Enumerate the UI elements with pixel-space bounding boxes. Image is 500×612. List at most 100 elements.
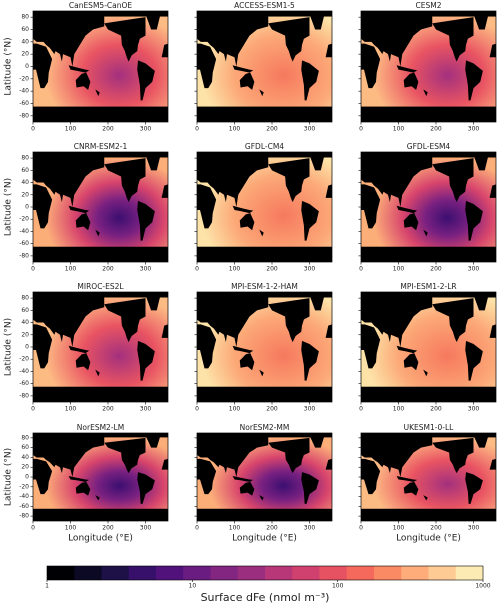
- y-tick-label: 0: [25, 474, 29, 481]
- x-tick-label: 300: [140, 126, 152, 133]
- map-panel: [33, 433, 168, 521]
- x-tick-label: 200: [102, 525, 114, 532]
- panel-title: MIROC-ES2L: [77, 282, 124, 291]
- colorbar-label: Surface dFe (nmol m⁻³): [201, 591, 330, 604]
- x-tick-label: 0: [31, 406, 35, 413]
- map-panel: [33, 11, 168, 122]
- x-tick-label: 200: [430, 126, 442, 133]
- y-axis-label: Latitude (°N): [4, 178, 14, 236]
- y-tick-label: -60: [19, 240, 29, 247]
- x-tick-label: 100: [65, 126, 77, 133]
- y-tick-label: -20: [19, 75, 29, 82]
- panel-title: ACCESS-ESM1-5: [234, 1, 295, 10]
- panel-title: GFDL-CM4: [245, 142, 284, 151]
- x-tick-label: 100: [65, 266, 77, 273]
- colorbar-segment: [346, 566, 375, 580]
- x-tick-label: 0: [31, 525, 35, 532]
- x-tick-label: 0: [359, 266, 363, 273]
- panel-title: MPI-ESM1-2-LR: [400, 282, 456, 291]
- map-panel: [361, 433, 496, 521]
- y-tick-label: 40: [21, 319, 29, 326]
- x-tick-label: 0: [31, 126, 35, 133]
- x-tick-label: 0: [31, 266, 35, 273]
- x-tick-label: 100: [65, 406, 77, 413]
- y-tick-label: -40: [19, 88, 29, 95]
- x-tick-label: 300: [304, 266, 316, 273]
- colorbar-segment: [374, 566, 402, 580]
- y-tick-label: 0: [25, 204, 29, 211]
- x-tick-label: 0: [195, 406, 199, 413]
- map-panel: [33, 292, 168, 402]
- y-tick-label: -60: [19, 503, 29, 510]
- x-tick-label: 0: [359, 406, 363, 413]
- colorbar-segment: [128, 566, 157, 580]
- colorbar-segment: [183, 566, 211, 580]
- x-tick-label: 200: [266, 525, 278, 532]
- x-tick-label: 100: [393, 126, 405, 133]
- x-tick-label: 100: [393, 266, 405, 273]
- colorbar-frame: [46, 565, 484, 581]
- panel-title: CESM2: [416, 1, 442, 10]
- y-axis-label: Latitude (°N): [4, 37, 14, 95]
- y-tick-label: -60: [19, 100, 29, 107]
- colorbar-segment: [101, 566, 130, 580]
- y-tick-label: -20: [19, 483, 29, 490]
- panel-title: NorESM2-LM: [77, 423, 124, 432]
- panel-title: CanESM5-CanOE: [69, 1, 133, 10]
- panel-title: NorESM2-MM: [240, 423, 290, 432]
- x-tick-label: 0: [359, 525, 363, 532]
- x-tick-label: 300: [140, 525, 152, 532]
- y-tick-label: 20: [21, 464, 29, 471]
- y-tick-label: 80: [21, 434, 29, 441]
- colorbar-segment: [237, 566, 266, 580]
- y-tick-label: 40: [21, 179, 29, 186]
- x-tick-label: 0: [359, 126, 363, 133]
- y-tick-label: 20: [21, 51, 29, 58]
- map-panel: [197, 11, 332, 122]
- map-panel: [197, 433, 332, 521]
- x-tick-label: 100: [229, 525, 241, 532]
- map-panel: [197, 152, 332, 262]
- x-tick-label: 0: [195, 266, 199, 273]
- x-tick-label: 100: [65, 525, 77, 532]
- colorbar-segment: [292, 566, 320, 580]
- y-tick-label: 40: [21, 38, 29, 45]
- x-tick-label: 300: [140, 406, 152, 413]
- colorbar-tick-label: 100: [332, 583, 344, 590]
- y-tick-label: 40: [21, 454, 29, 461]
- x-axis-label: Longitude (°E): [232, 534, 297, 544]
- x-tick-label: 300: [468, 126, 480, 133]
- x-tick-label: 100: [229, 126, 241, 133]
- y-tick-label: -80: [19, 392, 29, 399]
- x-tick-label: 0: [195, 126, 199, 133]
- x-tick-label: 100: [393, 406, 405, 413]
- y-tick-label: 20: [21, 191, 29, 198]
- colorbar-segment: [401, 566, 429, 580]
- panel-title: GFDL-ESM4: [407, 142, 451, 151]
- x-tick-label: 200: [266, 406, 278, 413]
- colorbar-tick-label: 1000: [475, 583, 490, 590]
- y-tick-label: -60: [19, 380, 29, 387]
- panel-title: UKESM1-0-LL: [404, 423, 455, 432]
- y-tick-label: -40: [19, 493, 29, 500]
- y-tick-label: -40: [19, 368, 29, 375]
- y-tick-label: 60: [21, 307, 29, 314]
- colorbar-segment: [265, 566, 293, 580]
- y-tick-label: -80: [19, 513, 29, 520]
- map-panel: [361, 11, 496, 122]
- y-tick-label: -80: [19, 252, 29, 259]
- x-tick-label: 200: [266, 126, 278, 133]
- y-tick-label: -20: [19, 216, 29, 223]
- colorbar-segment: [319, 566, 348, 580]
- x-tick-label: 200: [430, 525, 442, 532]
- x-tick-label: 300: [140, 266, 152, 273]
- y-tick-label: -20: [19, 356, 29, 363]
- map-panel: [361, 152, 496, 262]
- x-tick-label: 0: [195, 525, 199, 532]
- colorbar-segment: [210, 566, 239, 580]
- x-tick-label: 200: [102, 126, 114, 133]
- colorbar-tick-label: 1: [45, 583, 49, 590]
- colorbar-segment: [74, 566, 102, 580]
